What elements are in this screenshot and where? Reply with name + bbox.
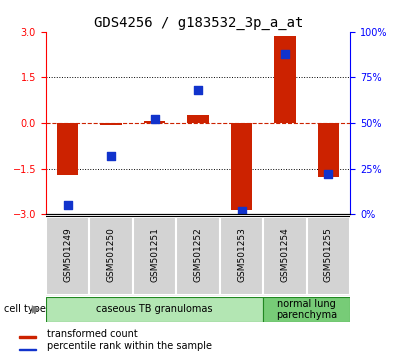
- Point: [151, 116, 158, 122]
- Point: [195, 87, 201, 93]
- FancyBboxPatch shape: [263, 217, 307, 295]
- Text: transformed count: transformed count: [47, 329, 138, 339]
- Bar: [57, 123, 78, 175]
- Point: [64, 202, 71, 208]
- Point: [282, 51, 288, 57]
- Text: GSM501255: GSM501255: [324, 227, 333, 282]
- FancyBboxPatch shape: [89, 217, 133, 295]
- Text: GSM501250: GSM501250: [107, 227, 115, 282]
- Text: GSM501253: GSM501253: [237, 227, 246, 282]
- Text: GSM501252: GSM501252: [193, 227, 203, 281]
- Text: GDS4256 / g183532_3p_a_at: GDS4256 / g183532_3p_a_at: [94, 16, 304, 30]
- Text: GSM501254: GSM501254: [281, 227, 289, 281]
- Bar: [144, 121, 166, 123]
- Bar: [187, 115, 209, 123]
- FancyBboxPatch shape: [307, 217, 350, 295]
- Text: percentile rank within the sample: percentile rank within the sample: [47, 341, 213, 351]
- Bar: [20, 336, 36, 338]
- FancyBboxPatch shape: [46, 217, 89, 295]
- Bar: [274, 36, 296, 123]
- FancyBboxPatch shape: [176, 217, 220, 295]
- Point: [238, 208, 245, 213]
- FancyBboxPatch shape: [220, 217, 263, 295]
- Text: GSM501249: GSM501249: [63, 227, 72, 281]
- Text: cell type: cell type: [4, 304, 46, 314]
- Text: GSM501251: GSM501251: [150, 227, 159, 282]
- Bar: [100, 123, 122, 125]
- Bar: [230, 123, 252, 210]
- Point: [325, 171, 332, 177]
- Bar: [20, 349, 36, 350]
- Text: normal lung
parenchyma: normal lung parenchyma: [276, 298, 338, 320]
- Bar: [318, 123, 339, 177]
- Text: caseous TB granulomas: caseous TB granulomas: [96, 304, 213, 314]
- FancyBboxPatch shape: [133, 217, 176, 295]
- FancyBboxPatch shape: [263, 297, 350, 322]
- FancyBboxPatch shape: [46, 297, 263, 322]
- Point: [108, 153, 114, 159]
